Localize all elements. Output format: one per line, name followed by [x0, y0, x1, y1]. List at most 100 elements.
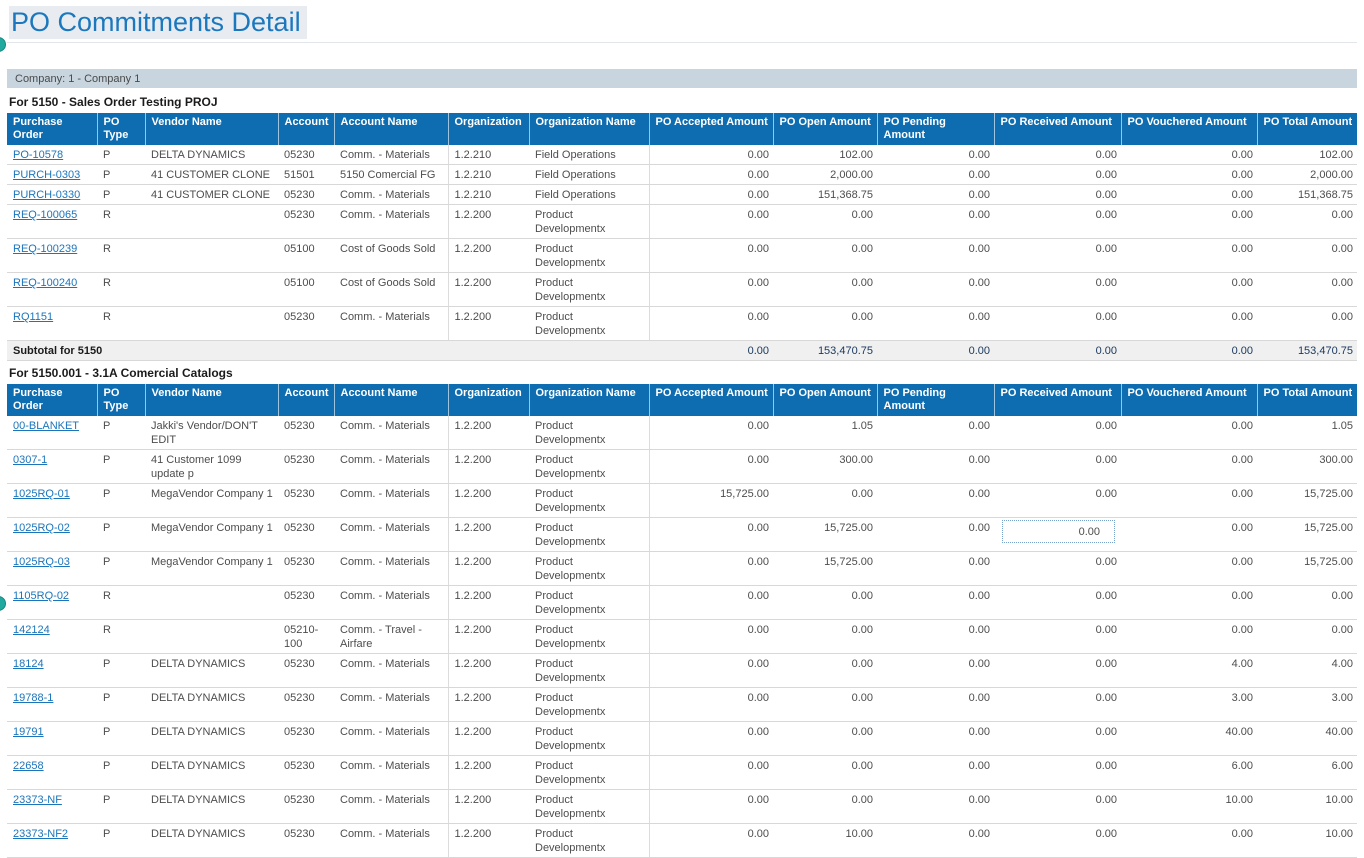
cell-po-pending-amount: 0.00 — [877, 307, 994, 341]
cell-po-total-amount: 4.00 — [1257, 654, 1357, 688]
cell-organization-name: Product Developmentx — [529, 273, 649, 307]
cell-po-received-amount: 0.00 — [994, 484, 1121, 518]
cell-po-total-amount: 151,368.75 — [1257, 185, 1357, 205]
cell-po-accepted-amount: 0.00 — [649, 205, 773, 239]
cell-po-type: P — [97, 185, 145, 205]
cell-purchase-order: 1105RQ-02 — [7, 586, 97, 620]
cell-purchase-order: 1025RQ-02 — [7, 518, 97, 552]
column-header-vendor-name: Vendor Name — [145, 384, 278, 416]
cell-po-type: P — [97, 518, 145, 552]
cell-account: 51501 — [278, 165, 334, 185]
company-bar: Company: 1 - Company 1 — [7, 69, 1357, 88]
cell-account: 05230 — [278, 307, 334, 341]
subtotal-row: Subtotal for 51500.00153,470.750.000.000… — [7, 341, 1357, 361]
cell-vendor-name: Jakki's Vendor/DON'T EDIT — [145, 416, 278, 450]
cell-po-vouchered-amount: 40.00 — [1121, 722, 1257, 756]
po-number-link[interactable]: 0307-1 — [13, 454, 47, 466]
column-header-organization: Organization — [448, 113, 529, 145]
po-number-link[interactable]: 1025RQ-03 — [13, 556, 70, 568]
po-number-link[interactable]: 142124 — [13, 624, 50, 636]
cell-po-received-amount: 0.00 — [994, 654, 1121, 688]
cell-purchase-order: 19788-1 — [7, 688, 97, 722]
cell-po-pending-amount: 0.00 — [877, 756, 994, 790]
cell-po-received-amount: 0.00 — [994, 756, 1121, 790]
po-number-link[interactable]: 19788-1 — [13, 692, 53, 704]
cell-account-name: Comm. - Materials — [334, 756, 448, 790]
po-number-link[interactable]: 00-BLANKET — [13, 420, 79, 432]
cell-organization: 1.2.200 — [448, 688, 529, 722]
table-row: PURCH-0330P41 CUSTOMER CLONE05230Comm. -… — [7, 185, 1357, 205]
cell-po-pending-amount: 0.00 — [877, 654, 994, 688]
cell-purchase-order: 19791 — [7, 722, 97, 756]
cell-purchase-order: REQ-100240 — [7, 273, 97, 307]
cell-account-name: Comm. - Materials — [334, 790, 448, 824]
cell-po-pending-amount: 0.00 — [877, 416, 994, 450]
cell-account: 05100 — [278, 239, 334, 273]
cell-po-received-amount[interactable]: 0.00 — [994, 518, 1121, 552]
cell-po-open-amount: 0.00 — [773, 205, 877, 239]
cell-account: 05230 — [278, 654, 334, 688]
po-number-link[interactable]: 1025RQ-02 — [13, 522, 70, 534]
cell-po-total-amount: 6.00 — [1257, 756, 1357, 790]
po-number-link[interactable]: 1025RQ-01 — [13, 488, 70, 500]
po-number-link[interactable]: REQ-100239 — [13, 243, 77, 255]
cell-purchase-order: PO-10578 — [7, 145, 97, 165]
cell-po-total-amount: 300.00 — [1257, 450, 1357, 484]
cell-po-accepted-amount: 0.00 — [649, 688, 773, 722]
cell-po-vouchered-amount: 0.00 — [1121, 273, 1257, 307]
cell-po-accepted-amount: 15,725.00 — [649, 484, 773, 518]
cell-vendor-name: MegaVendor Company 1 — [145, 484, 278, 518]
cell-organization: 1.2.200 — [448, 586, 529, 620]
cell-organization-name: Product Developmentx — [529, 586, 649, 620]
cell-po-total-amount: 2,000.00 — [1257, 165, 1357, 185]
cell-po-type: P — [97, 552, 145, 586]
subtotal-po-total-amount: 153,470.75 — [1257, 341, 1357, 361]
cell-organization-name: Field Operations — [529, 185, 649, 205]
cell-po-total-amount: 102.00 — [1257, 145, 1357, 165]
title-divider — [7, 42, 1357, 43]
po-number-link[interactable]: PO-10578 — [13, 149, 63, 161]
cell-po-vouchered-amount: 0.00 — [1121, 552, 1257, 586]
cell-organization: 1.2.200 — [448, 824, 529, 858]
column-header-po-vouchered-amount: PO Vouchered Amount — [1121, 384, 1257, 416]
po-number-link[interactable]: PURCH-0330 — [13, 189, 80, 201]
column-header-po-pending-amount: PO Pending Amount — [877, 384, 994, 416]
cell-account-name: Comm. - Materials — [334, 145, 448, 165]
po-number-link[interactable]: 18124 — [13, 658, 44, 670]
cell-po-vouchered-amount: 0.00 — [1121, 165, 1257, 185]
cell-account-name: Comm. - Materials — [334, 307, 448, 341]
po-number-link[interactable]: REQ-100065 — [13, 209, 77, 221]
cell-po-accepted-amount: 0.00 — [649, 145, 773, 165]
cell-organization: 1.2.210 — [448, 185, 529, 205]
cell-po-pending-amount: 0.00 — [877, 552, 994, 586]
po-number-link[interactable]: 23373-NF — [13, 794, 62, 806]
po-number-link[interactable]: 22658 — [13, 760, 44, 772]
focused-grid-cell[interactable]: 0.00 — [1002, 520, 1115, 543]
cell-purchase-order: 23373-NF2 — [7, 824, 97, 858]
po-number-link[interactable]: RQ1151 — [13, 311, 53, 323]
column-header-po-vouchered-amount: PO Vouchered Amount — [1121, 113, 1257, 145]
cell-account-name: Comm. - Materials — [334, 450, 448, 484]
cell-organization: 1.2.200 — [448, 239, 529, 273]
column-header-account: Account — [278, 384, 334, 416]
po-number-link[interactable]: 19791 — [13, 726, 44, 738]
cell-vendor-name: DELTA DYNAMICS — [145, 722, 278, 756]
po-number-link[interactable]: PURCH-0303 — [13, 169, 80, 181]
column-header-organization: Organization — [448, 384, 529, 416]
cell-po-accepted-amount: 0.00 — [649, 756, 773, 790]
po-number-link[interactable]: 23373-NF2 — [13, 828, 68, 840]
po-number-link[interactable]: REQ-100240 — [13, 277, 77, 289]
cell-po-open-amount: 0.00 — [773, 688, 877, 722]
table-row: RQ1151R05230Comm. - Materials1.2.200Prod… — [7, 307, 1357, 341]
column-header-organization-name: Organization Name — [529, 384, 649, 416]
cell-po-type: R — [97, 273, 145, 307]
po-number-link[interactable]: 1105RQ-02 — [13, 590, 69, 602]
cell-po-accepted-amount: 0.00 — [649, 722, 773, 756]
column-header-po-received-amount: PO Received Amount — [994, 113, 1121, 145]
cell-po-accepted-amount: 0.00 — [649, 273, 773, 307]
cell-po-type: P — [97, 416, 145, 450]
cell-organization: 1.2.200 — [448, 416, 529, 450]
cell-po-vouchered-amount: 0.00 — [1121, 239, 1257, 273]
cell-account: 05230 — [278, 205, 334, 239]
cell-po-open-amount: 0.00 — [773, 307, 877, 341]
